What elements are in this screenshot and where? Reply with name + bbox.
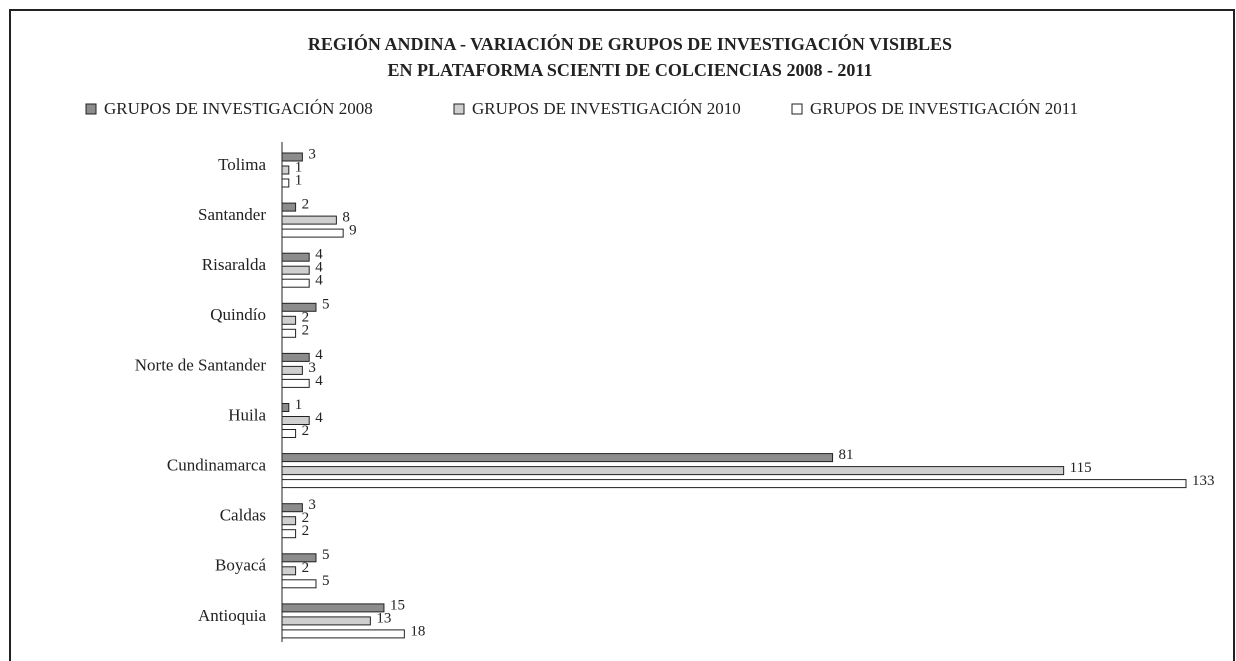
y-tick-label: Quindío [210,305,266,324]
value-label: 4 [315,260,323,276]
bar [281,278,310,288]
value-label: 115 [1070,460,1092,476]
y-tick-label: Caldas [220,506,266,525]
value-label: 3 [308,497,316,513]
value-label: 2 [302,510,310,526]
y-tick-label: Santander [198,205,266,224]
value-label: 4 [315,373,323,389]
bar [281,265,310,275]
bar [281,252,310,262]
bar [281,566,297,576]
bar [281,302,317,312]
value-label: 2 [302,423,310,439]
bar [281,178,290,188]
value-label: 18 [410,623,425,639]
y-tick-label: Norte de Santander [135,355,267,374]
value-label: 13 [376,610,391,626]
value-label: 5 [322,547,330,563]
value-label: 4 [315,247,323,263]
y-tick-label: Risaralda [202,255,267,274]
bar [281,202,297,212]
value-label: 2 [302,310,310,326]
bar [281,403,290,412]
bar [281,479,1187,489]
bar [281,215,337,225]
value-label: 1 [295,172,303,188]
legend-swatch [791,103,803,115]
value-label: 1 [295,159,303,175]
chart-subtitle: EN PLATAFORMA SCIENTI DE COLCIENCIAS 200… [388,60,873,80]
bar [281,328,297,338]
value-label: 5 [322,573,330,589]
bar [281,579,317,589]
value-label: 8 [342,210,350,226]
bar [281,603,385,613]
legend-label: GRUPOS DE INVESTIGACIÓN 2008 [104,99,373,118]
value-label: 2 [302,197,310,213]
bar [281,429,297,438]
value-label: 3 [308,360,316,376]
bar [281,165,290,175]
chart-title: REGIÓN ANDINA - VARIACIÓN DE GRUPOS DE I… [308,33,952,54]
value-label: 1 [295,397,303,413]
bar [281,629,405,639]
value-label: 2 [302,323,310,339]
value-label: 9 [349,223,357,239]
value-label: 2 [302,560,310,576]
value-label: 81 [839,447,854,463]
bar [281,315,297,325]
y-tick-label: Boyacá [215,556,266,575]
bar [281,466,1065,476]
bar [281,378,310,388]
y-tick-label: Cundinamarca [167,456,267,475]
legend-swatch [85,103,97,115]
value-label: 2 [302,523,310,539]
value-label: 3 [308,146,316,162]
legend-swatch [453,103,465,115]
y-tick-label: Huila [228,405,266,424]
value-label: 4 [315,273,323,289]
bar [281,365,303,375]
bar [281,228,344,238]
value-label: 133 [1192,473,1215,489]
bar [281,516,297,526]
bar [281,416,310,425]
bar [281,352,310,362]
bar [281,616,371,626]
bar [281,503,303,513]
bar [281,453,834,463]
value-label: 15 [390,597,405,613]
y-tick-label: Tolima [218,155,266,174]
legend-label: GRUPOS DE INVESTIGACIÓN 2011 [810,99,1078,118]
frame [9,9,1235,661]
value-label: 5 [322,297,330,313]
legend-label: GRUPOS DE INVESTIGACIÓN 2010 [472,99,741,118]
bar [281,152,303,162]
value-label: 4 [315,410,323,426]
value-label: 4 [315,347,323,363]
y-tick-label: Antioquia [198,606,266,625]
bar [281,529,297,539]
bar [281,553,317,563]
